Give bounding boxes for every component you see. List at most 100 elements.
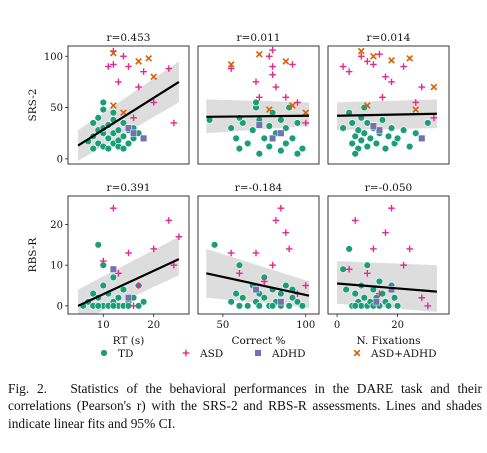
- point-asd: [269, 261, 276, 269]
- point-adhd: [129, 129, 138, 137]
- point-td: [366, 134, 375, 143]
- point-asd-adhd: [430, 83, 438, 91]
- point-td: [94, 241, 102, 249]
- panel-frame: [327, 195, 450, 315]
- point-asd: [256, 94, 263, 101]
- x-tick-label: 10: [97, 320, 110, 331]
- point-td: [372, 139, 381, 148]
- panel-title: r=0.014: [367, 32, 411, 44]
- y-tick-label: 0: [57, 301, 63, 312]
- point-asd: [272, 83, 280, 91]
- point-asd: [382, 229, 389, 236]
- point-asd-adhd: [302, 109, 310, 117]
- fit-line: [77, 80, 180, 147]
- point-asd-adhd: [145, 54, 153, 62]
- point-asd: [110, 204, 117, 212]
- point-td: [244, 302, 252, 310]
- point-td: [277, 146, 285, 155]
- point-td: [285, 103, 293, 112]
- point-adhd: [252, 286, 260, 294]
- point-asd-adhd: [370, 52, 377, 60]
- point-td: [89, 119, 97, 127]
- point-adhd: [372, 298, 380, 306]
- point-td: [232, 134, 240, 143]
- point-td: [89, 144, 97, 153]
- fit-line: [337, 112, 437, 117]
- point-td: [351, 150, 359, 158]
- panel-title: r=0.011: [237, 32, 281, 44]
- point-td: [298, 144, 307, 153]
- point-asd: [400, 261, 407, 269]
- y-tick-label: 20: [50, 220, 63, 231]
- point-td: [235, 302, 244, 310]
- panel-5: r=-0.184 50 100 Correct %: [197, 182, 320, 347]
- panel-frame: [197, 195, 320, 315]
- point-asd: [165, 65, 173, 72]
- plot-area: [206, 204, 310, 310]
- point-asd: [115, 78, 122, 86]
- point-asd: [285, 245, 293, 253]
- point-td: [94, 114, 102, 122]
- point-asd: [289, 61, 296, 68]
- legend-label: ASD+ADHD: [370, 348, 437, 360]
- point-asd: [345, 68, 353, 75]
- point-adhd: [277, 298, 285, 306]
- y-tick-label: 100: [44, 52, 63, 63]
- point-asd: [376, 290, 383, 297]
- panel-title: r=0.453: [107, 32, 151, 44]
- plot-area: [77, 47, 180, 161]
- point-asd-adhd: [110, 102, 117, 109]
- point-td: [384, 132, 393, 140]
- legend-marker: [182, 349, 190, 357]
- point-asd: [236, 270, 243, 277]
- point-td: [348, 119, 356, 127]
- point-asd-adhd: [135, 58, 142, 65]
- point-asd: [120, 52, 127, 60]
- point-td: [119, 132, 128, 140]
- point-adhd: [124, 124, 133, 132]
- point-asd: [388, 78, 395, 86]
- point-td: [235, 261, 244, 269]
- x-tick-label: 50: [216, 320, 229, 331]
- x-tick-label: 20: [391, 320, 404, 331]
- point-asd-adhd: [227, 61, 235, 68]
- point-asd: [282, 94, 290, 101]
- point-asd: [302, 119, 310, 127]
- point-asd-adhd: [110, 49, 117, 57]
- point-asd: [370, 61, 377, 68]
- point-td: [288, 134, 297, 143]
- point-asd: [351, 217, 359, 224]
- y-axis-label: SRS-2: [27, 89, 39, 122]
- panel-3: r=0.014: [327, 32, 450, 165]
- point-asd: [175, 233, 183, 240]
- x-tick-label: 100: [296, 320, 315, 331]
- x-tick-label: 20: [147, 320, 160, 331]
- point-asd: [418, 83, 426, 91]
- panel-frame: [67, 195, 190, 315]
- plot-area: [337, 47, 438, 158]
- point-asd: [170, 261, 178, 269]
- point-td: [293, 298, 302, 306]
- point-td: [285, 302, 293, 310]
- point-td: [354, 126, 362, 134]
- point-td: [363, 119, 372, 127]
- point-td: [99, 105, 107, 114]
- point-asd: [99, 257, 107, 265]
- point-td: [235, 144, 244, 153]
- panel-title: r=-0.184: [235, 182, 283, 194]
- panel-2: r=0.011: [197, 32, 320, 165]
- point-td: [119, 144, 128, 153]
- point-td: [104, 134, 113, 143]
- fit-line: [336, 282, 437, 293]
- point-asd-adhd: [363, 102, 371, 109]
- point-asd: [261, 278, 268, 285]
- point-td: [282, 281, 290, 290]
- point-td: [109, 302, 118, 310]
- point-td: [89, 289, 97, 298]
- point-asd: [412, 99, 420, 106]
- point-asd: [269, 71, 276, 79]
- point-asd: [252, 78, 260, 86]
- panel-title: r=0.391: [107, 182, 151, 194]
- point-td: [378, 116, 387, 124]
